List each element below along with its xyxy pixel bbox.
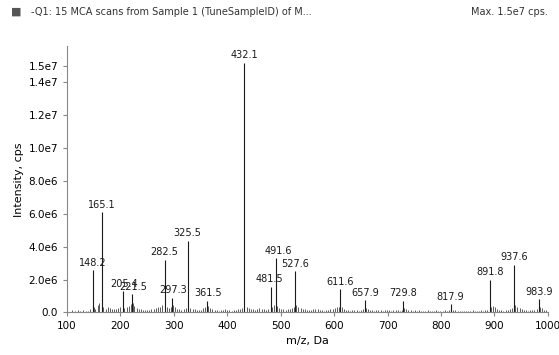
Y-axis label: Intensity, cps: Intensity, cps (15, 142, 24, 217)
Text: 432.1: 432.1 (231, 50, 258, 60)
Text: 657.9: 657.9 (351, 288, 379, 297)
Text: 282.5: 282.5 (150, 247, 178, 257)
Text: 325.5: 325.5 (174, 228, 201, 239)
Text: 729.8: 729.8 (390, 288, 418, 299)
Text: 491.6: 491.6 (264, 246, 292, 256)
Text: 937.6: 937.6 (501, 252, 528, 262)
Text: -Q1: 15 MCA scans from Sample 1 (TuneSampleID) of M...: -Q1: 15 MCA scans from Sample 1 (TuneSam… (31, 7, 311, 17)
Text: 983.9: 983.9 (525, 287, 553, 297)
Text: 817.9: 817.9 (437, 292, 465, 302)
Text: 527.6: 527.6 (282, 259, 310, 269)
Text: 891.8: 891.8 (476, 267, 504, 277)
Text: 148.2: 148.2 (79, 258, 107, 268)
X-axis label: m/z, Da: m/z, Da (286, 335, 329, 346)
Text: 611.6: 611.6 (326, 277, 354, 287)
Text: 361.5: 361.5 (194, 288, 221, 299)
Text: 297.3: 297.3 (160, 285, 187, 295)
Text: ■: ■ (11, 7, 22, 17)
Text: 221.5: 221.5 (119, 282, 147, 292)
Text: 205.4: 205.4 (111, 279, 138, 289)
Text: 165.1: 165.1 (88, 200, 116, 210)
Text: Max. 1.5e7 cps.: Max. 1.5e7 cps. (471, 7, 548, 17)
Text: 481.5: 481.5 (255, 274, 283, 284)
